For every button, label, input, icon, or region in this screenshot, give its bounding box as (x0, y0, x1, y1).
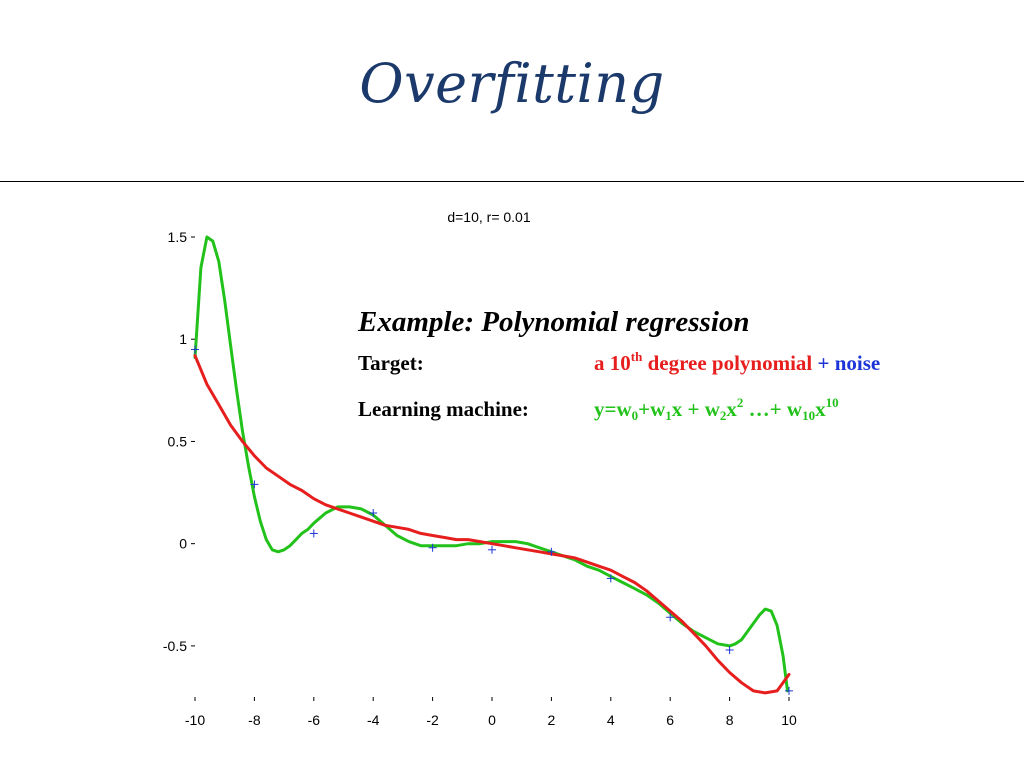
formula-part: x (726, 397, 737, 421)
series-line-1 (193, 235, 789, 693)
target-polynomial-text: degree polynomial (642, 351, 813, 375)
target-degree-text: a 10 (594, 351, 631, 375)
data-point-marker (250, 480, 259, 489)
target-degree-sup: th (630, 349, 643, 364)
series-line-2 (193, 354, 791, 695)
chart-title: d=10, r= 0.01 (447, 209, 531, 225)
data-point-marker (309, 529, 318, 538)
title-divider (0, 181, 1024, 182)
formula-part: …+ w (743, 397, 803, 421)
data-point-marker (488, 545, 496, 554)
x-tick-label: 0 (488, 712, 496, 728)
formula-sub: 0 (631, 408, 639, 423)
formula-sub: 10 (802, 408, 816, 423)
data-point-marker (369, 509, 378, 517)
target-noise-text: noise (834, 351, 881, 375)
data-point-marker (428, 543, 437, 552)
formula-part: +w (638, 397, 666, 421)
chart-axes: -10 -8 -6 -4 -2 0 2 4 6 8 10-0.500.511.5 (163, 229, 797, 728)
formula-part: x (815, 397, 826, 421)
y-tick-label: 1.5 (168, 229, 188, 245)
x-tick-label: -10 (185, 712, 205, 728)
annotation-box: Example: Polynomial regression Target: a… (358, 306, 880, 443)
x-tick-label: 4 (607, 712, 615, 728)
x-tick-label: -2 (426, 712, 439, 728)
formula-sub: 1 (665, 408, 672, 423)
formula-sup: 10 (825, 395, 839, 410)
formula-part: x + w (671, 397, 720, 421)
data-point-marker (547, 547, 556, 556)
data-point-marker (606, 574, 615, 583)
x-tick-label: 6 (666, 712, 674, 728)
data-point-marker (191, 345, 199, 354)
data-point-marker (666, 613, 675, 622)
chart-series (193, 235, 791, 695)
target-value: a 10th degree polynomial + noise (594, 349, 881, 376)
learning-machine-formula: y=w0+w1x + w2x2 …+ w10x10 (594, 395, 839, 423)
x-tick-label: 8 (726, 712, 734, 728)
data-point-marker (785, 686, 793, 695)
target-row: Target: a 10th degree polynomial + noise (358, 350, 880, 397)
x-tick-label: -8 (248, 712, 261, 728)
data-point-marker (725, 645, 734, 654)
formula-sub: 2 (719, 408, 727, 423)
target-plus-sign: + (812, 351, 835, 375)
formula-sup: 2 (736, 395, 744, 410)
x-tick-label: -4 (367, 712, 380, 728)
x-tick-label: 2 (548, 712, 556, 728)
learning-machine-label: Learning machine: (358, 397, 529, 421)
learning-machine-row: Learning machine: y=w0+w1x + w2x2 …+ w10… (358, 396, 839, 443)
target-label: Target: (358, 351, 424, 375)
slide-title: Overfitting (359, 52, 665, 115)
data-point-markers (191, 345, 793, 695)
annotation-heading: Example: Polynomial regression (358, 306, 750, 338)
y-tick-label: 0.5 (168, 433, 188, 449)
formula-part: y=w (594, 397, 632, 421)
y-tick-label: 1 (179, 331, 187, 347)
x-tick-label: 10 (781, 712, 797, 728)
y-tick-label: -0.5 (163, 638, 187, 654)
x-tick-label: -6 (308, 712, 321, 728)
y-tick-label: 0 (179, 536, 187, 552)
